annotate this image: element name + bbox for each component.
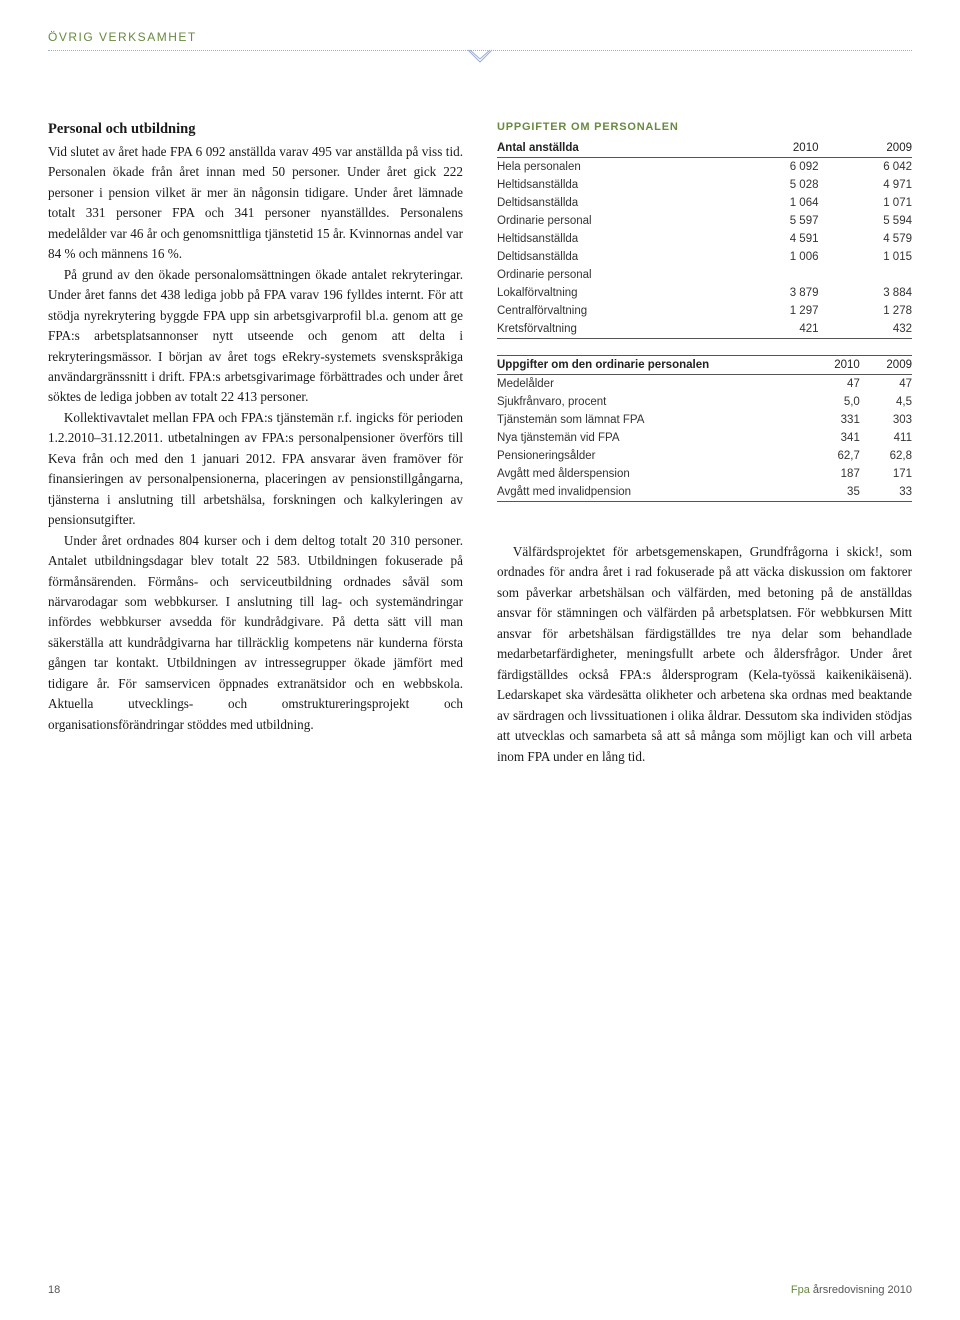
table-row: Tjänstemän som lämnat FPA331303 [497,411,912,429]
table-row: Kretsförvaltning421432 [497,320,912,339]
chevron-down-icon [467,49,493,65]
col-label: Uppgifter om den ordinarie personalen [497,356,808,375]
col-label: Antal anställda [497,139,725,158]
table-row: Deltidsanställda1 0641 071 [497,194,912,212]
table-staff-counts: Antal anställda 2010 2009 Hela personale… [497,139,912,339]
body-paragraph: Under året ordnades 804 kurser och i dem… [48,531,463,736]
article-heading: Personal och utbildning [48,121,463,138]
body-paragraph: Kollektivavtalet mellan FPA och FPA:s tj… [48,408,463,531]
col-year-a: 2010 [808,356,860,375]
col-year-a: 2010 [725,139,818,158]
table-row: Ordinarie personal5 5975 594 [497,212,912,230]
table-row: Pensioneringsålder62,762,8 [497,447,912,465]
table-row: Deltidsanställda1 0061 015 [497,248,912,266]
page-footer: 18 Fpa årsredovisning 2010 [48,1284,912,1296]
section-label: ÖVRIG VERKSAMHET [48,30,912,44]
table-row: Heltidsanställda5 0284 971 [497,176,912,194]
table-row: Centralförvaltning1 2971 278 [497,302,912,320]
body-paragraph: På grund av den ökade personalomsättning… [48,265,463,408]
two-column-layout: Personal och utbildning Vid slutet av år… [48,121,912,767]
table-row: Nya tjänstemän vid FPA341411 [497,429,912,447]
table-title: UPPGIFTER OM PERSONALEN [497,121,912,133]
body-paragraph: Vid slutet av året hade FPA 6 092 anstäl… [48,142,463,265]
table-row: Ordinarie personal [497,266,912,284]
table-row: Sjukfrånvaro, procent5,04,5 [497,393,912,411]
table-row: Heltidsanställda4 5914 579 [497,230,912,248]
page-number: 18 [48,1284,60,1296]
table-row: Medelålder4747 [497,375,912,394]
col-year-b: 2009 [819,139,913,158]
right-column: UPPGIFTER OM PERSONALEN Antal anställda … [497,121,912,767]
table-row: Avgått med invalidpension3533 [497,483,912,502]
table-row: Lokalförvaltning3 8793 884 [497,284,912,302]
table-row: Hela personalen6 0926 042 [497,158,912,177]
table-staff-details: Uppgifter om den ordinarie personalen 20… [497,355,912,502]
publication-label: Fpa årsredovisning 2010 [791,1284,912,1296]
dotted-rule [48,50,912,51]
col-year-b: 2009 [860,356,912,375]
article-body: Vid slutet av året hade FPA 6 092 anstäl… [48,142,463,735]
right-paragraph: Välfärdsprojektet för arbetsgemenskapen,… [497,542,912,767]
table-row: Avgått med ålderspension187171 [497,465,912,483]
left-column: Personal och utbildning Vid slutet av år… [48,121,463,767]
